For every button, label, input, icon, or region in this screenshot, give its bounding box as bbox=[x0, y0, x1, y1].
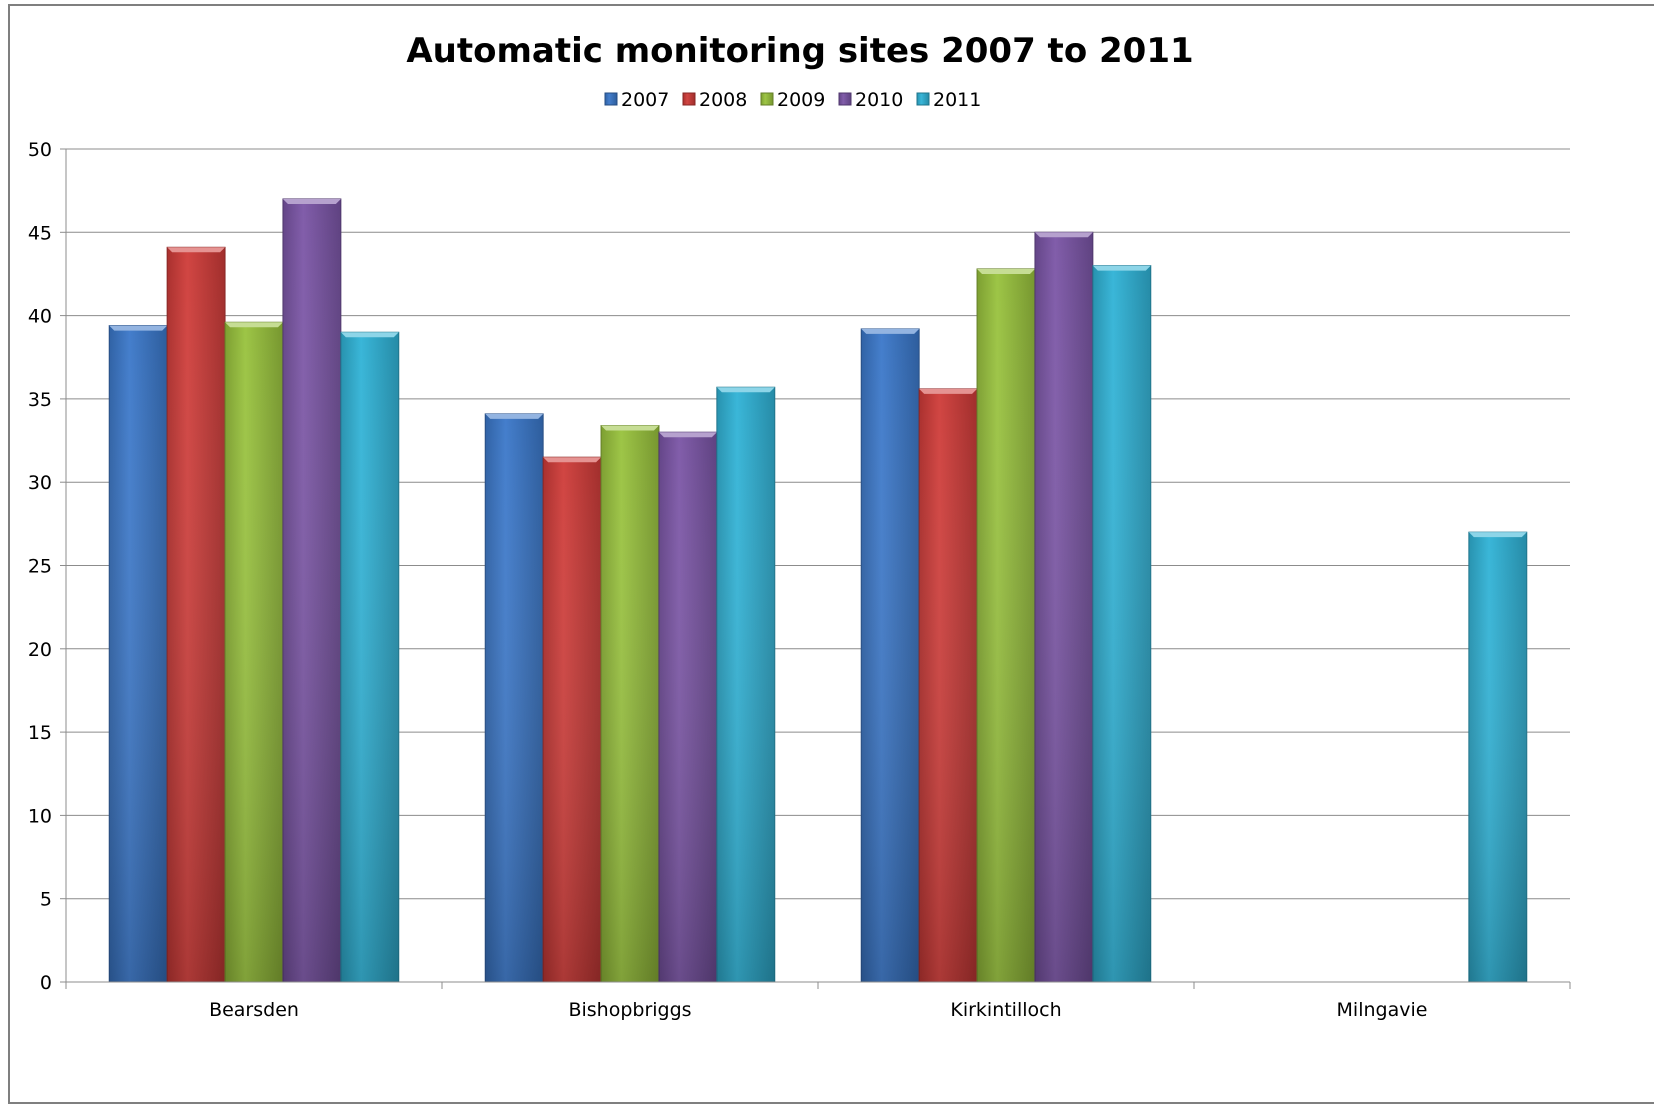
legend-item: 2007 bbox=[604, 89, 669, 111]
bar-shading bbox=[225, 322, 283, 982]
legend-swatch bbox=[838, 92, 852, 106]
bar-bevel bbox=[543, 457, 602, 463]
bar-bevel bbox=[658, 432, 717, 438]
bar-shading bbox=[601, 425, 659, 982]
x-tick-label: Kirkintilloch bbox=[950, 999, 1061, 1021]
legend-swatch bbox=[760, 92, 774, 106]
bar-shading bbox=[658, 432, 717, 983]
x-tick-label: Bishopbriggs bbox=[568, 999, 691, 1021]
bar-bevel bbox=[340, 332, 399, 338]
bar-shading bbox=[1468, 532, 1527, 982]
legend-label: 2009 bbox=[777, 89, 825, 111]
chart-frame: Automatic monitoring sites 2007 to 2011 … bbox=[8, 4, 1654, 1104]
x-tick-label: Milngavie bbox=[1337, 999, 1428, 1021]
y-tick-label: 10 bbox=[28, 805, 52, 827]
y-tick-label: 50 bbox=[28, 139, 52, 161]
legend-swatch bbox=[916, 92, 930, 106]
legend-label: 2011 bbox=[933, 89, 981, 111]
legend-item: 2011 bbox=[916, 89, 981, 111]
bar-shading bbox=[919, 388, 978, 982]
legend-item: 2009 bbox=[760, 89, 825, 111]
bar-bevel bbox=[1468, 532, 1527, 538]
bar-bevel bbox=[919, 388, 978, 394]
bar-shading bbox=[167, 247, 226, 982]
bar-shading bbox=[977, 268, 1035, 982]
bar-bevel bbox=[1034, 232, 1093, 238]
x-tick-label: Bearsden bbox=[209, 999, 299, 1021]
y-tick-label: 45 bbox=[28, 222, 52, 244]
bar-shading bbox=[543, 457, 602, 983]
legend-label: 2010 bbox=[855, 89, 903, 111]
y-tick-label: 0 bbox=[40, 972, 52, 994]
bar-shading bbox=[1034, 232, 1093, 983]
bar-shading bbox=[861, 328, 920, 983]
bar-bevel bbox=[977, 268, 1035, 274]
legend-label: 2007 bbox=[621, 89, 669, 111]
y-tick-label: 15 bbox=[28, 722, 52, 744]
bar-bevel bbox=[282, 198, 341, 204]
y-tick-label: 5 bbox=[40, 889, 52, 911]
y-tick-label: 40 bbox=[28, 306, 52, 328]
bar-bevel bbox=[716, 387, 775, 393]
y-tick-label: 20 bbox=[28, 639, 52, 661]
bar-bevel bbox=[861, 328, 920, 334]
legend-label: 2008 bbox=[699, 89, 747, 111]
bar-bevel bbox=[225, 322, 283, 328]
legend: 2007 2008 2009 2010 2011 bbox=[604, 89, 981, 111]
bar-bevel bbox=[1092, 265, 1151, 271]
bar-bevel bbox=[485, 413, 544, 419]
y-tick-label: 25 bbox=[28, 556, 52, 578]
bar-shading bbox=[340, 332, 399, 982]
chart-svg: Automatic monitoring sites 2007 to 2011 … bbox=[28, 31, 1571, 1021]
legend-swatch bbox=[682, 92, 696, 106]
legend-item: 2008 bbox=[682, 89, 747, 111]
y-tick-label: 30 bbox=[28, 472, 52, 494]
y-axis: 0 5 10 15 20 25 30 35 40 45 50 bbox=[28, 139, 67, 994]
legend-item: 2010 bbox=[838, 89, 903, 111]
bar-shading bbox=[716, 387, 775, 982]
bar-shading bbox=[485, 413, 544, 982]
bars bbox=[108, 198, 1528, 983]
bar-bevel bbox=[109, 325, 168, 331]
bar-bevel bbox=[601, 425, 659, 431]
bar-shading bbox=[1092, 265, 1151, 982]
x-axis: Bearsden Bishopbriggs Kirkintilloch Milngav… bbox=[65, 981, 1571, 1021]
bar-bevel bbox=[167, 247, 226, 253]
bar-shading bbox=[109, 325, 168, 982]
bar-shading bbox=[282, 198, 341, 983]
chart-title: Automatic monitoring sites 2007 to 2011 bbox=[406, 31, 1193, 71]
y-tick-label: 35 bbox=[28, 389, 52, 411]
legend-swatch bbox=[604, 92, 618, 106]
